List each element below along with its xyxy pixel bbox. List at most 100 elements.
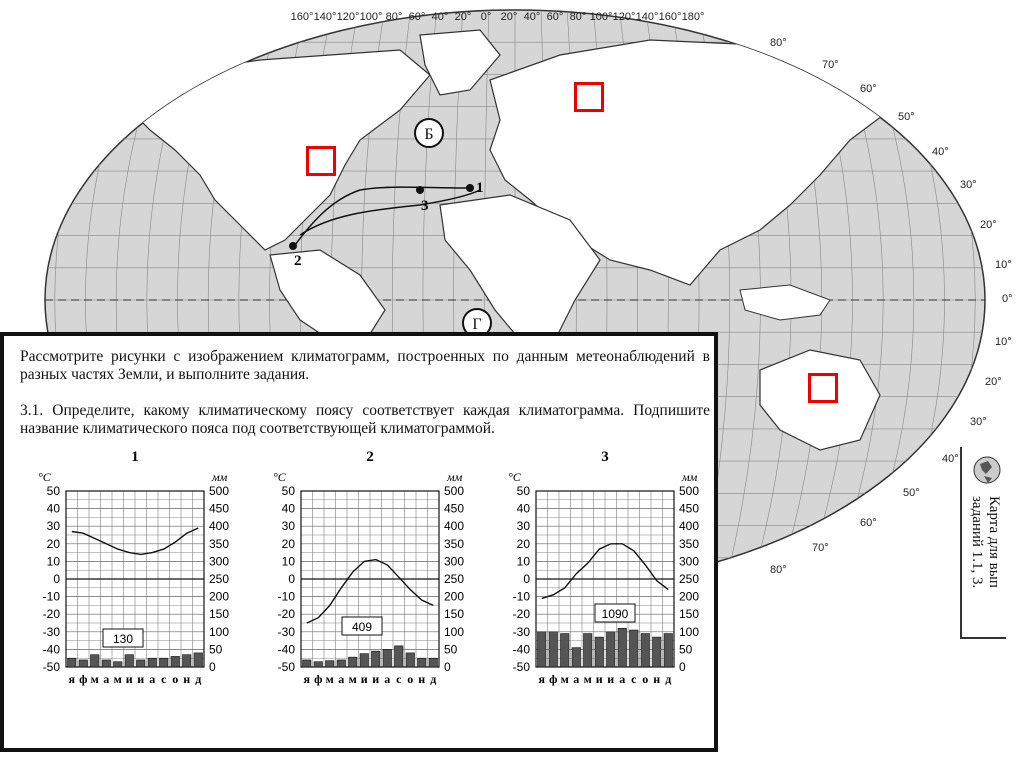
month-label: с [396,672,402,686]
temp-unit: °C [273,470,287,484]
month-label: а [573,672,579,686]
temp-tick-label: 0 [288,572,295,586]
temp-tick-label: 50 [47,484,61,498]
route-point-2 [289,242,297,250]
month-label: д [665,672,671,686]
longitude-labels: 160° 140° 120° 100° 80° 60° 40° 20° 0° 20° 40° 60° 8… [291,11,705,23]
latitude-label: 20° [985,376,1002,388]
precip-bar [348,656,358,668]
temp-tick-label: 30 [47,519,61,533]
month-label: с [161,672,167,686]
annual-precip-box [102,628,144,648]
annual-precip-value: 130 [113,632,133,646]
temperature-line [306,558,434,624]
globe-icon [973,456,1001,484]
precip-tick-label: 500 [444,484,464,498]
precip-bar [394,645,404,668]
precip-tick-label: 450 [679,502,699,516]
longitude-label: 100° [360,11,383,23]
precip-bar [147,657,157,668]
precip-tick-label: 250 [444,572,464,586]
latitude-label: 10° [995,259,1012,271]
latitude-label: 50° [903,487,920,499]
month-label: м [114,672,122,686]
precip-tick-label: 50 [679,642,693,656]
month-label: д [195,672,201,686]
month-label: а [103,672,109,686]
month-label: н [418,672,425,686]
longitude-label: 120° [337,11,360,23]
greenland [419,29,501,96]
latitude-label: 70° [822,59,839,71]
longitude-label: 20° [501,11,518,23]
precip-bar [159,657,169,668]
annual-precip-value: 409 [352,620,372,634]
precip-tick-label: 50 [444,642,458,656]
precip-bar [640,633,650,668]
latitude-label: 80° [770,37,787,49]
precip-tick-label: 200 [209,590,229,604]
temp-tick-label: -30 [513,625,531,639]
precip-tick-label: 50 [209,642,223,656]
temp-unit: °C [508,470,522,484]
annual-precip-box [341,616,383,636]
precip-bar [606,631,616,668]
month-label: м [349,672,357,686]
month-label: а [338,672,344,686]
longitude-label: 160° [291,11,314,23]
month-label: и [126,672,133,686]
precip-bar [136,659,146,668]
latitude-label: 10° [995,336,1012,348]
temp-tick-label: 10 [282,554,296,568]
precip-bar [101,659,111,668]
task-card: Рассмотрите рисунки с изображением клима… [0,332,718,752]
precip-tick-label: 0 [209,660,216,674]
latitude-label: 40° [942,453,959,465]
month-label: я [539,672,546,686]
point-label-2: 2 [294,253,302,269]
month-label: ф [549,672,557,686]
climatogram-2: 2°C мм50403020100-10-20-30-40-50500450400… [273,449,464,686]
month-label: а [384,672,390,686]
temp-tick-label: 40 [47,502,61,516]
route-line [294,186,481,246]
precip-unit: мм [446,470,463,484]
precip-tick-label: 100 [209,625,229,639]
map-side-caption: Карта для вып заданий 1.1, 3. [968,496,1002,588]
precip-bar [629,629,639,668]
temp-tick-label: 40 [517,502,531,516]
longitude-label: 160° [659,11,682,23]
precip-tick-label: 350 [444,537,464,551]
temp-tick-label: 40 [282,502,296,516]
annual-precip-box [594,603,636,623]
latitude-label: 50° [898,111,915,123]
precip-unit: мм [211,470,228,484]
precip-bar [417,657,427,668]
precip-bar [537,631,547,668]
month-label: ф [314,672,322,686]
precip-tick-label: 100 [444,625,464,639]
temp-tick-label: -40 [43,642,61,656]
longitude-label: 40° [524,11,541,23]
temp-tick-label: 0 [523,572,530,586]
month-label: и [596,672,603,686]
temp-tick-label: 20 [517,537,531,551]
precip-bar [382,649,392,668]
month-label: я [69,672,76,686]
chart-title: 1 [131,449,139,465]
point-label-3: 3 [421,198,429,214]
precip-bar [652,636,662,668]
climatogram-3: 3°C мм50403020100-10-20-30-40-50500450400… [508,449,699,686]
precip-bar [617,627,627,668]
precip-tick-label: 150 [444,607,464,621]
side-caption-line-2: заданий 1.1, 3. [969,496,985,589]
precip-tick-label: 400 [679,519,699,533]
precip-bar [571,647,581,668]
month-label: и [607,672,614,686]
precip-bar [90,654,100,668]
point-label-1: 1 [476,180,484,196]
temp-tick-label: 30 [282,519,296,533]
precip-tick-label: 500 [209,484,229,498]
precip-bar [193,652,203,668]
chart-title: 3 [601,449,609,465]
